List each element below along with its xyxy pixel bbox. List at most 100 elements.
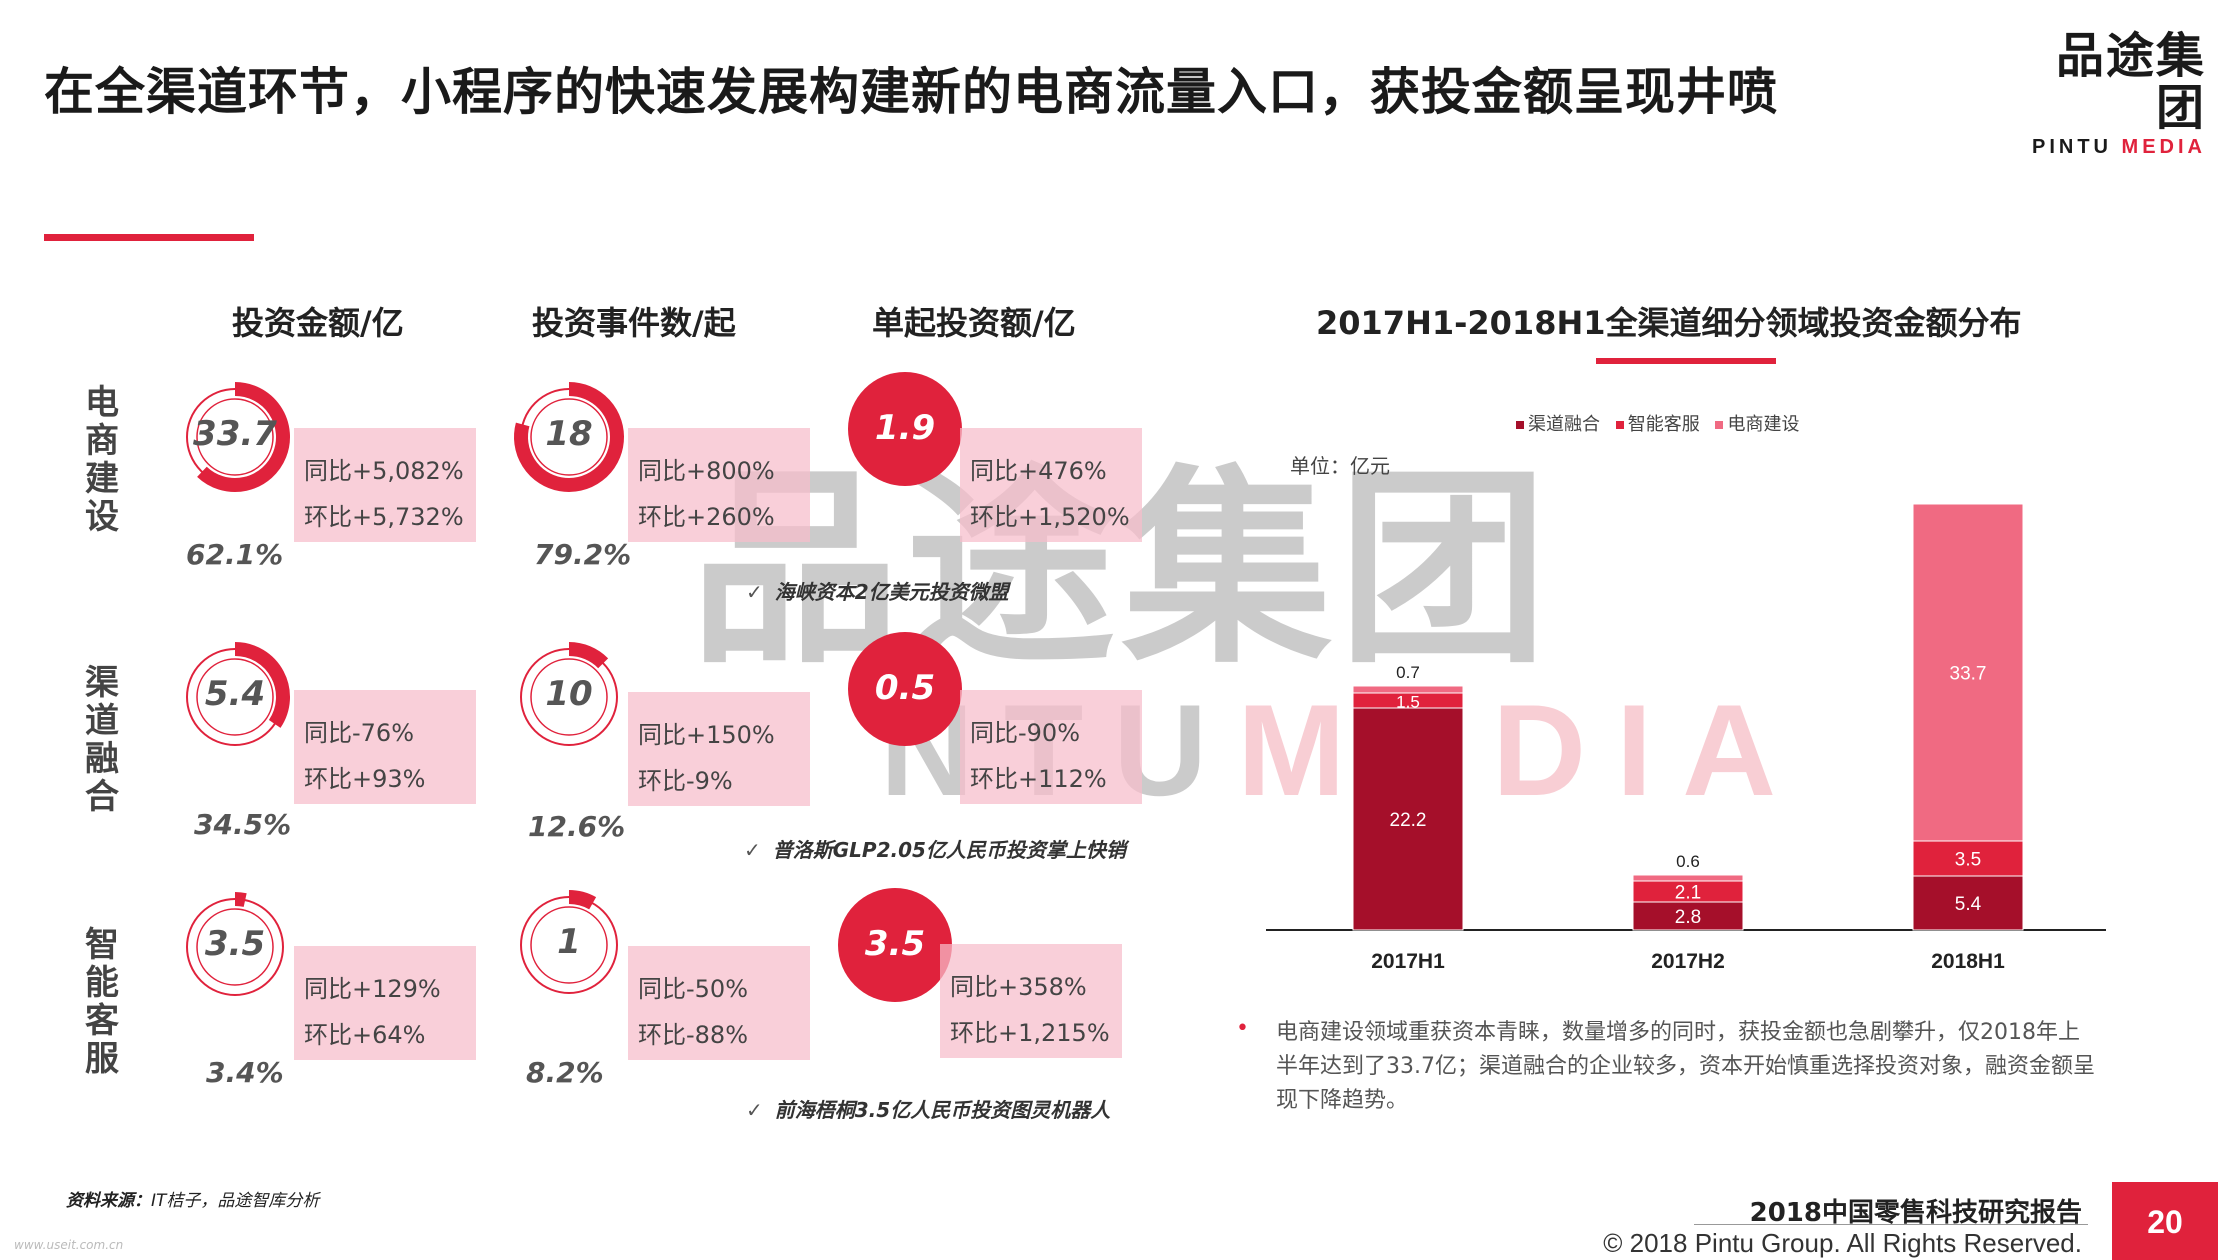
logo-en-media: MEDIA [2121, 136, 2206, 158]
donut-value: 10 [545, 674, 593, 714]
chart-unit: 单位：亿元 [1290, 454, 1390, 478]
yoy-text: 同比+5,082% [304, 457, 464, 485]
bar-segment [1632, 901, 1744, 931]
single-amount-value: 0.5 [874, 668, 936, 708]
bar-segment [1912, 840, 2024, 877]
qoq-text: 环比-88% [638, 1021, 749, 1049]
deal-note-text: 普洛斯GLP2.05亿人民币投资掌上快销 [772, 838, 1126, 862]
chart-title-underline [1596, 358, 1776, 364]
category-label: 2017H2 [1651, 950, 1725, 973]
chart-title: 2017H1-2018H1全渠道细分领域投资金额分布 [1316, 304, 2022, 342]
donut-arc [234, 891, 247, 907]
source-label: 资料来源： [66, 1191, 151, 1211]
source-text: IT桔子，品途智库分析 [151, 1191, 320, 1211]
donut-events-service [520, 890, 618, 994]
data-label: 5.4 [1955, 894, 1982, 915]
share-value: 34.5% [194, 808, 292, 841]
change-box: 同比+150% 环比-9% [628, 692, 810, 806]
deal-note-text: 前海梧桐3.5亿人民币投资图灵机器人 [774, 1098, 1111, 1122]
donut-inner-ring [530, 658, 608, 736]
change-box: 同比+5,082% 环比+5,732% [294, 428, 476, 542]
logo: 品途集团 PINTU MEDIA [2016, 30, 2206, 158]
bullet-text: 电商建设领域重获资本青睐，数量增多的同时，获投金额也急剧攀升，仅2018年上半年… [1276, 1020, 2095, 1113]
data-label: 1.5 [1396, 693, 1420, 712]
share-value: 8.2% [526, 1056, 604, 1089]
legend-swatch [1715, 421, 1724, 429]
stacked-bar-chart: 22.2 1.5 0.7 2017H1 2.8 2.1 0.6 2017H2 5.4 3.5 33.… [1266, 503, 2106, 973]
change-box: 同比+129% 环比+64% [294, 946, 476, 1060]
donut-arc [568, 890, 597, 910]
single-amount-value: 1.9 [874, 408, 936, 448]
check-icon: ✓ [746, 580, 763, 604]
legend-swatch [1615, 421, 1624, 429]
copyright: © 2018 Pintu Group. All Rights Reserved. [1603, 1228, 2082, 1258]
logo-en-pintu: PINTU [2031, 136, 2112, 158]
qoq-text: 环比+260% [638, 503, 775, 531]
logo-cn: 品途集团 [2055, 28, 2206, 136]
donut-arc [514, 382, 624, 492]
column-header-amount: 投资金额/亿 [232, 304, 404, 342]
donut-inner-ring [196, 658, 274, 736]
bar-segment [1912, 503, 2024, 842]
share-value: 12.6% [528, 810, 626, 843]
check-icon: ✓ [744, 838, 761, 862]
row-label-ecommerce: 电商建设 [85, 383, 119, 537]
donut-arc [568, 642, 609, 669]
qoq-text: 环比+112% [970, 765, 1107, 793]
change-box: 同比-76% 环比+93% [294, 690, 476, 804]
bar-segment [1912, 875, 2024, 931]
donut-inner-ring [196, 908, 274, 986]
row-label-channel: 渠道融合 [85, 663, 119, 817]
row-label-service: 智能客服 [85, 925, 119, 1079]
small-watermark: www.useit.com.cn [14, 1238, 124, 1252]
data-label: 0.6 [1676, 852, 1700, 871]
donut-events-ecommerce [514, 382, 624, 492]
legend-label: 智能客服 [1627, 414, 1700, 435]
source-note: 资料来源：IT桔子，品途智库分析 [66, 1186, 319, 1211]
chart-legend: 渠道融合 智能客服 电商建设 [1516, 410, 1809, 436]
donut-value: 1 [557, 922, 581, 962]
donut-amount-channel [186, 642, 290, 746]
legend-item: 智能客服 [1615, 414, 1700, 435]
bar-segment [1352, 707, 1464, 931]
deal-note-text: 海峡资本2亿美元投资微盟 [774, 580, 1009, 604]
donut-events-channel [520, 642, 618, 746]
donut-value: 33.7 [193, 414, 277, 454]
donut-inner-ring [196, 398, 274, 476]
yoy-text: 同比-90% [970, 719, 1081, 747]
check-icon: ✓ [746, 1098, 763, 1122]
yoy-text: 同比+800% [638, 457, 775, 485]
deal-note: ✓ 普洛斯GLP2.05亿人民币投资掌上快销 [744, 834, 1126, 863]
yoy-text: 同比+150% [638, 721, 775, 749]
donut-value: 3.5 [204, 924, 266, 964]
qoq-text: 环比+64% [304, 1021, 426, 1049]
single-amount-circle [848, 632, 962, 746]
single-amount-circle [848, 372, 962, 486]
category-label: 2017H1 [1371, 950, 1445, 973]
legend-label: 渠道融合 [1528, 414, 1600, 435]
legend-item: 渠道融合 [1516, 414, 1600, 435]
legend-swatch [1516, 421, 1524, 429]
watermark-en-2: MEDIA [1237, 677, 1807, 823]
bar-segment [1352, 685, 1464, 694]
bar-segment [1632, 874, 1744, 882]
column-header-single: 单起投资额/亿 [872, 304, 1076, 342]
yoy-text: 同比+358% [950, 973, 1087, 1001]
data-label: 3.5 [1955, 850, 1981, 871]
legend-item: 电商建设 [1715, 414, 1799, 435]
yoy-text: 同比+476% [970, 457, 1107, 485]
data-label: 0.7 [1396, 663, 1420, 682]
qoq-text: 环比+5,732% [304, 503, 464, 531]
bullet-icon: • [1236, 1016, 1249, 1041]
qoq-text: 环比+1,215% [950, 1019, 1110, 1047]
yoy-text: 同比-76% [304, 719, 415, 747]
share-value: 79.2% [534, 538, 632, 571]
page-number: 20 [2112, 1182, 2218, 1260]
donut-arc [234, 642, 290, 728]
share-value: 3.4% [206, 1056, 284, 1089]
title-underline [44, 234, 254, 241]
donut-inner-ring [530, 398, 608, 476]
change-box: 同比+476% 环比+1,520% [960, 428, 1142, 542]
change-box: 同比+800% 环比+260% [628, 428, 810, 542]
data-label: 2.1 [1675, 883, 1701, 904]
